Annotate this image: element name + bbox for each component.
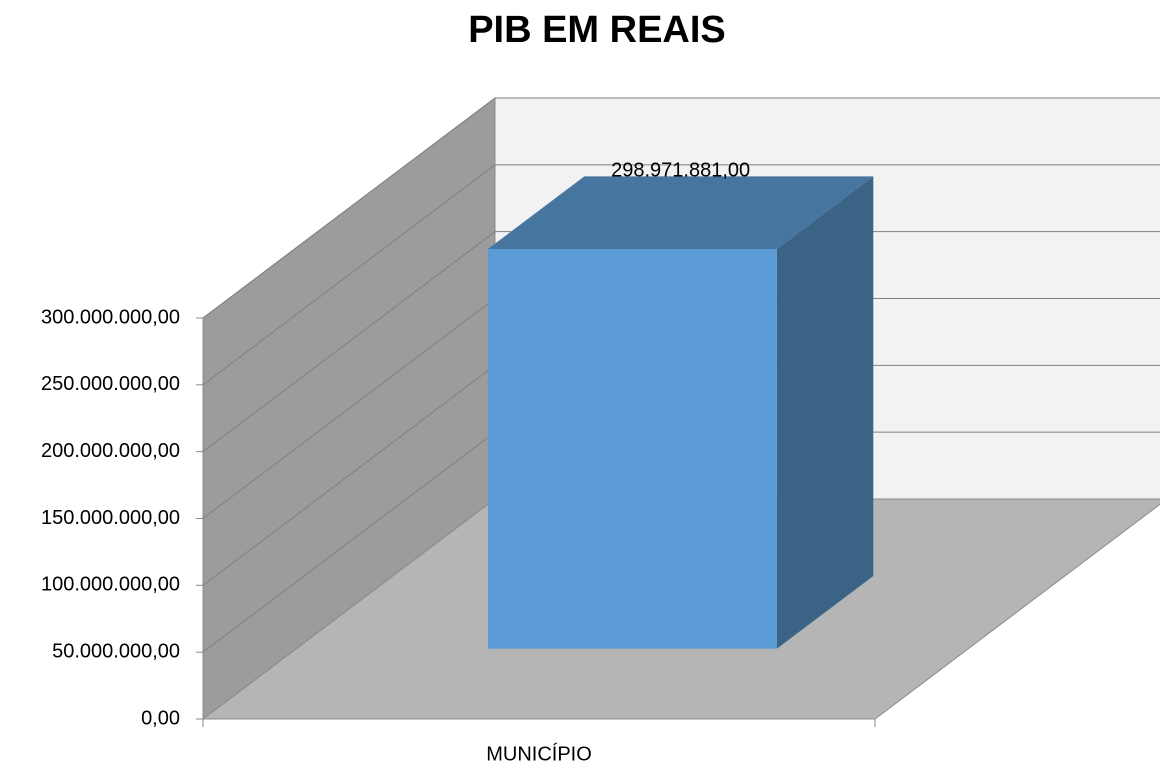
y-tick-label: 50.000.000,00 bbox=[52, 640, 180, 662]
grid-line bbox=[202, 298, 496, 519]
y-tick-label: 0,00 bbox=[141, 707, 180, 729]
bar bbox=[487, 248, 777, 649]
y-tick-label: 200.000.000,00 bbox=[41, 440, 180, 462]
grid-line bbox=[202, 97, 496, 319]
bar-top bbox=[487, 176, 874, 249]
y-tick-label: 150.000.000,00 bbox=[41, 507, 180, 529]
bar-side bbox=[776, 176, 874, 649]
grid-line bbox=[202, 364, 496, 586]
grid-line bbox=[202, 231, 496, 453]
grid-line bbox=[202, 164, 496, 386]
grid-line bbox=[202, 431, 496, 653]
chart-title: PIB EM REAIS bbox=[468, 9, 726, 51]
y-tick-label: 100.000.000,00 bbox=[41, 574, 180, 596]
y-tick-label: 300.000.000,00 bbox=[41, 306, 180, 328]
x-tick-label: MUNICÍPIO bbox=[486, 742, 592, 765]
y-tick-label: 250.000.000,00 bbox=[41, 373, 180, 395]
data-label: 298.971.881,00 bbox=[611, 160, 750, 182]
